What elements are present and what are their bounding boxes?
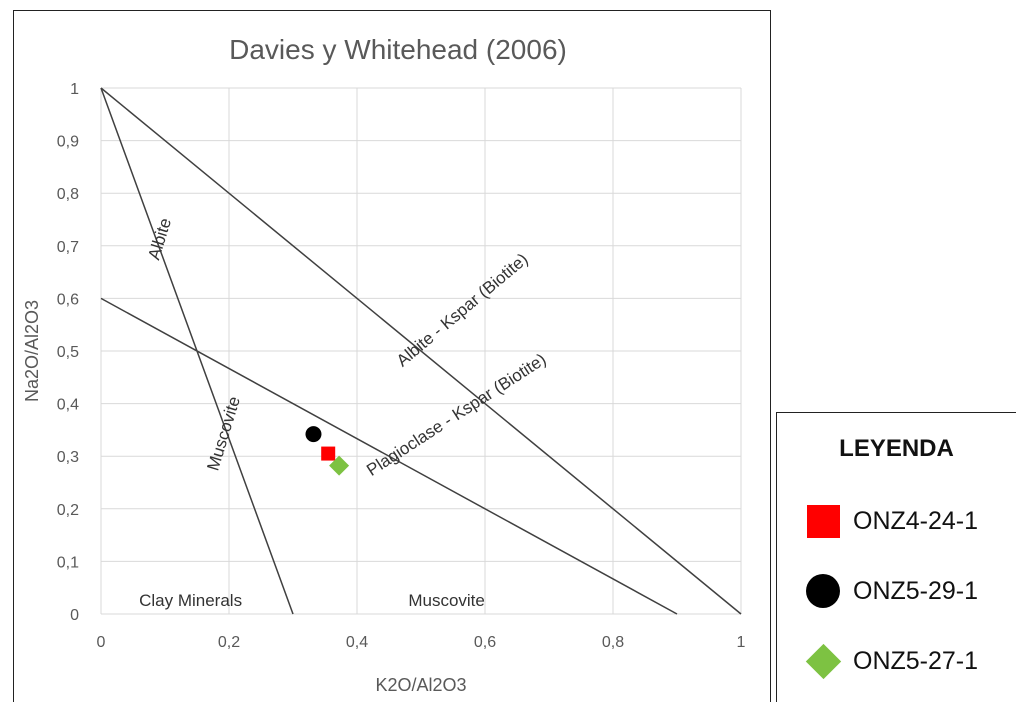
y-tick-label: 0,3 <box>57 449 79 466</box>
data-point-diamond <box>329 455 350 476</box>
y-tick-label: 0,2 <box>57 502 79 519</box>
y-tick-label: 0,9 <box>57 134 79 151</box>
scatter-chart: 0 0,2 0,4 0,6 0,8 1 0 0,1 0,2 0,3 0,4 0,5 0,6 0,7 0,8 0… <box>22 34 746 695</box>
legend-item-onz5-27-1: ONZ5-27-1 <box>805 641 978 681</box>
y-tick-label: 0,4 <box>57 397 79 414</box>
region-label: Muscovite <box>408 591 485 610</box>
data-point-circle <box>305 426 322 443</box>
x-tick-label: 0,4 <box>346 634 368 651</box>
square-marker-icon <box>805 503 841 539</box>
legend-label: ONZ4-24-1 <box>853 506 979 535</box>
legend-item-onz5-29-1: ONZ5-29-1 <box>805 571 978 611</box>
legend-item-onz4-24-1: ONZ4-24-1 <box>805 501 978 541</box>
circle-marker-icon <box>805 573 841 609</box>
y-tick-label: 0 <box>70 607 79 624</box>
legend-label: ONZ5-27-1 <box>853 646 979 675</box>
chart-title: Davies y Whitehead (2006) <box>229 34 567 65</box>
x-axis-label: K2O/Al2O3 <box>375 675 466 695</box>
reference-line <box>100 87 742 615</box>
x-tick-label: 1 <box>737 634 746 651</box>
x-tick-label: 0 <box>97 634 106 651</box>
data-point-square <box>321 446 336 461</box>
region-label: Albite - Kspar (Biotite) <box>393 250 532 371</box>
x-tick-label: 0,6 <box>474 634 496 651</box>
y-tick-label: 0,5 <box>57 344 79 361</box>
y-tick-label: 0,6 <box>57 291 79 308</box>
chart-frame: 0 0,2 0,4 0,6 0,8 1 0 0,1 0,2 0,3 0,4 0,5 0,6 0,7 0,8 0… <box>13 10 771 702</box>
y-tick-label: 1 <box>70 81 79 98</box>
y-axis-label: Na2O/Al2O3 <box>22 300 42 402</box>
x-tick-label: 0,8 <box>602 634 624 651</box>
x-tick-label: 0,2 <box>218 634 240 651</box>
reference-line <box>100 87 294 615</box>
y-tick-label: 0,7 <box>57 239 79 256</box>
legend-title: LEYENDA <box>839 435 954 462</box>
diamond-marker-icon <box>805 643 841 679</box>
region-label: Clay Minerals <box>139 591 242 610</box>
legend: LEYENDA ONZ4-24-1 ONZ5-29-1 ONZ5-27-1 <box>776 412 1016 702</box>
y-tick-label: 0,1 <box>57 554 79 571</box>
legend-label: ONZ5-29-1 <box>853 576 979 605</box>
region-label: Albite <box>144 216 175 262</box>
y-tick-label: 0,8 <box>57 186 79 203</box>
region-label: Plagioclase - Kspar (Biotite) <box>363 350 549 480</box>
